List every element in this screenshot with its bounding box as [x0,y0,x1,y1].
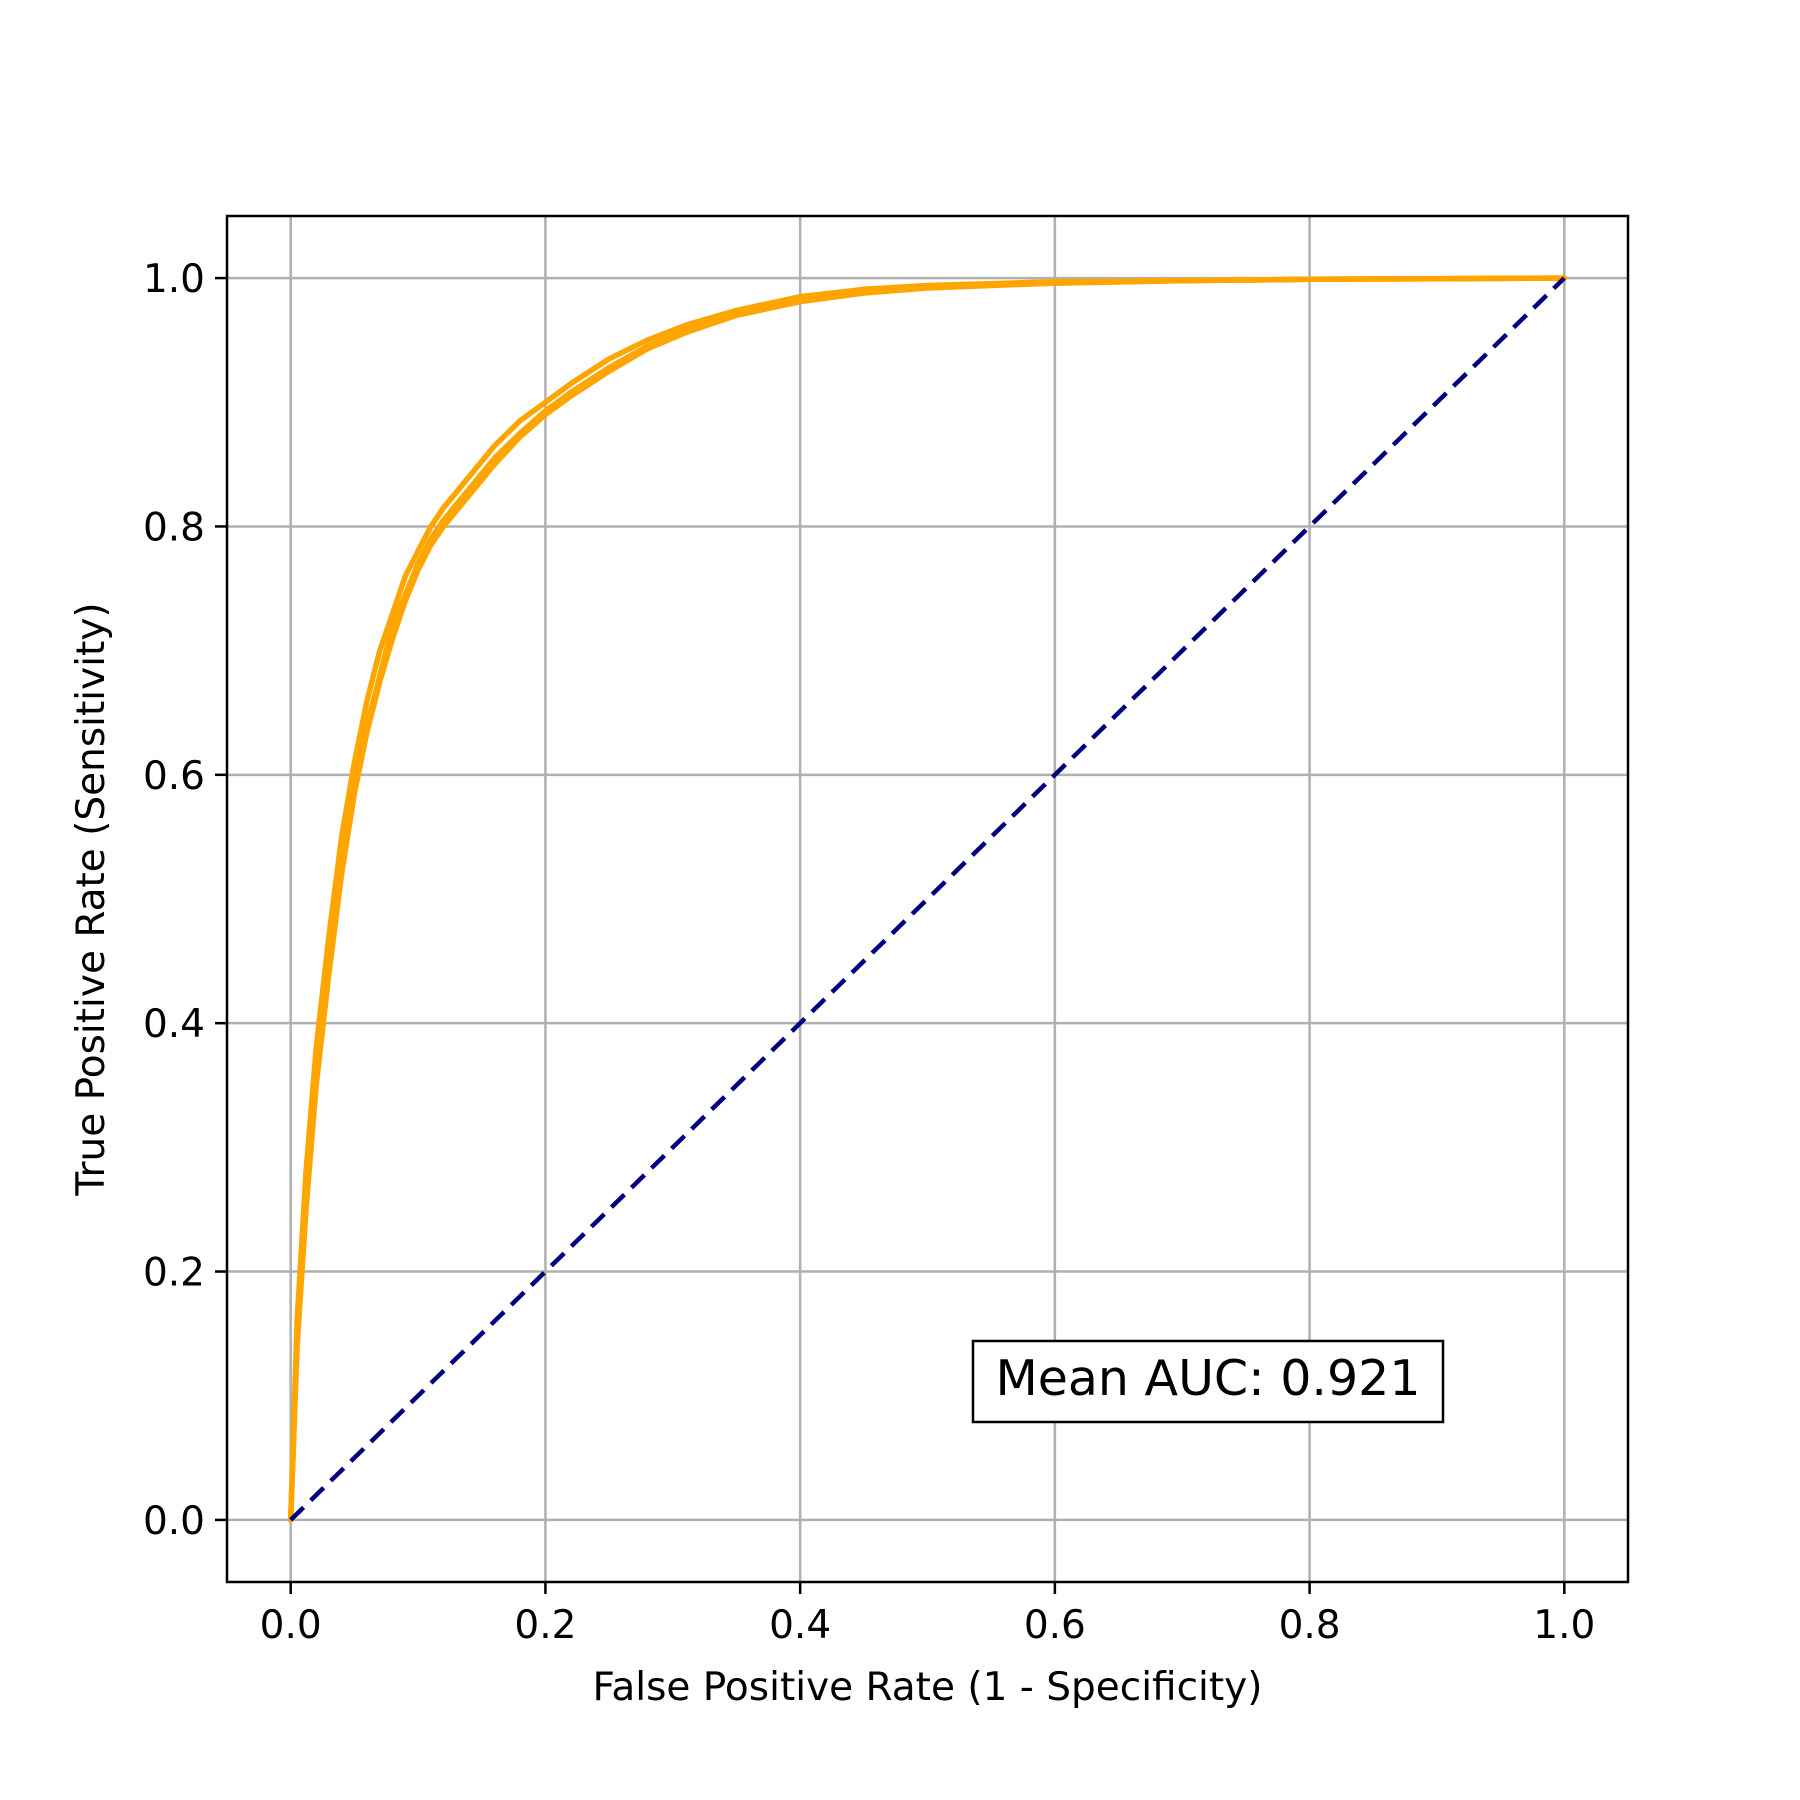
roc-curve-2 [287,275,1568,1523]
y-tick-label: 0.6 [143,754,205,799]
axis-ticks: 0.0 0.2 0.4 0.6 0.8 1.0 0.0 0.2 0.4 0.6 0.8 1.0 [143,257,1595,1648]
annotation-text: Mean AUC: 0.921 [995,1350,1420,1407]
x-tick-label: 0.2 [514,1603,576,1648]
x-tick-label: 0.6 [1024,1603,1086,1648]
y-axis-label: True Positive Rate (Sensitivity) [69,602,114,1196]
y-tick-label: 1.0 [143,257,205,302]
auc-annotation: Mean AUC: 0.921 [971,1339,1445,1424]
x-tick-label: 1.0 [1533,1603,1595,1648]
x-tick-label: 0.0 [260,1603,322,1648]
plot-series [287,275,1568,1523]
annotation-box [971,1339,1445,1424]
grid-lines [227,216,1628,1582]
y-tick-label: 0.0 [143,1499,205,1544]
x-tick-label: 0.8 [1279,1603,1341,1648]
plot-frame [225,214,1630,1584]
y-tick-label: 0.2 [143,1251,205,1296]
chance-diagonal-line [289,276,1566,1522]
x-tick-label: 0.4 [769,1603,831,1648]
y-tick-label: 0.4 [143,1002,205,1047]
x-axis-label: False Positive Rate (1 - Specificity) [593,1665,1263,1710]
y-tick-label: 0.8 [143,505,205,550]
